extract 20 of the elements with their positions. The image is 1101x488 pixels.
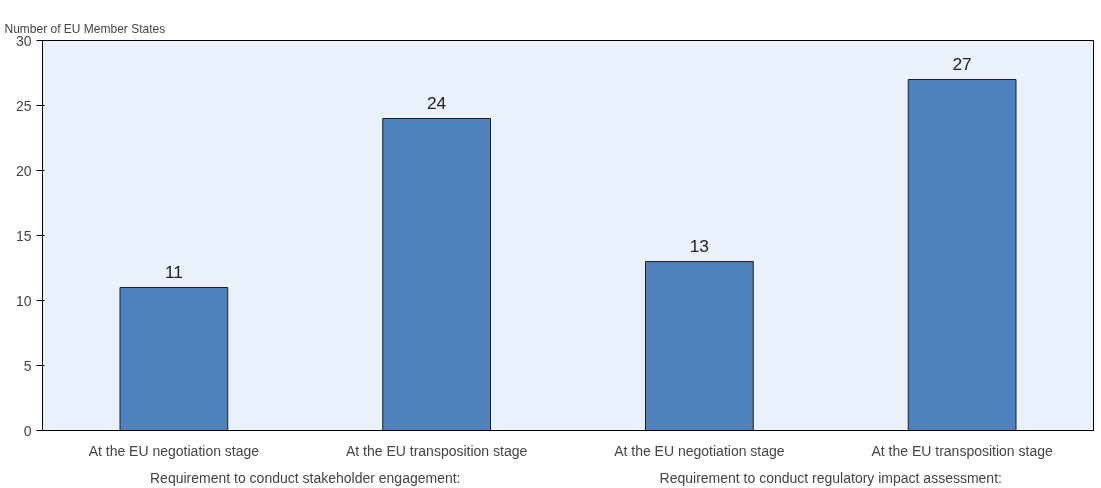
x-tick-label: At the EU transposition stage (871, 442, 1053, 459)
y-tick-label: 15 (15, 227, 32, 244)
y-tick-label: 10 (15, 292, 32, 309)
x-tick-label: At the EU transposition stage (345, 442, 528, 459)
text: Requirement to conduct regulatory impact assessment: (659, 469, 1002, 486)
y-tick-label: 5 (23, 357, 32, 374)
data-label: 11 (164, 261, 183, 282)
data-label: 27 (952, 53, 972, 74)
x-tick-label: At the EU negotiation stage (614, 442, 785, 459)
y-tick-label: 25 (15, 97, 32, 114)
bar (645, 261, 754, 431)
y-tick-label: 20 (15, 162, 32, 179)
text: Requirement to conduct stakeholder engagement: (149, 469, 461, 486)
bar (907, 79, 1017, 431)
y-tick-label: 0 (23, 422, 32, 439)
bar (119, 287, 229, 431)
bar (382, 118, 491, 431)
data-label: 24 (426, 92, 447, 113)
data-label: 13 (689, 235, 710, 256)
x-tick-label: At the EU negotiation stage (88, 442, 260, 459)
